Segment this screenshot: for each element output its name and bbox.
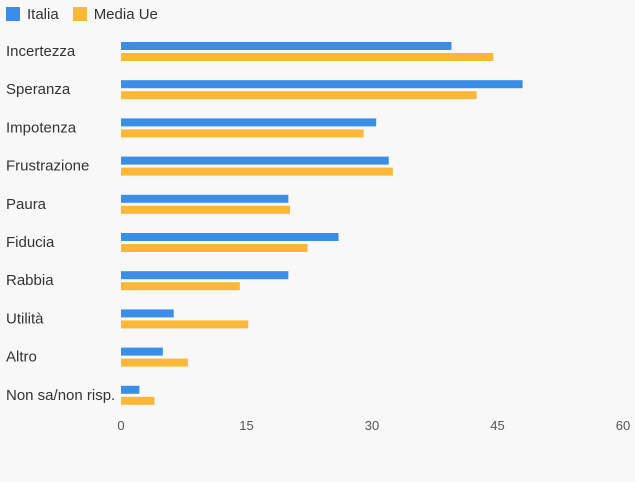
x-tick-label: 30 bbox=[365, 418, 379, 433]
bar-italia-fiducia[interactable] bbox=[121, 233, 339, 241]
bar-media-ue-incertezza[interactable] bbox=[121, 53, 494, 61]
bar-media-ue-paura[interactable] bbox=[121, 205, 291, 214]
bar-italia-impotenza[interactable] bbox=[121, 118, 377, 127]
bar-media-ue-altro[interactable] bbox=[121, 358, 188, 367]
x-tick-label: 15 bbox=[239, 418, 253, 433]
category-label-altro: Altro bbox=[6, 349, 37, 366]
category-label-impotenza: Impotenza bbox=[6, 119, 77, 136]
bar-italia-non-sa-non-risp[interactable] bbox=[121, 385, 140, 394]
category-label-incertezza: Incertezza bbox=[6, 43, 76, 60]
category-label-rabbia: Rabbia bbox=[6, 272, 54, 289]
bar-italia-paura[interactable] bbox=[121, 194, 289, 203]
bar-media-ue-frustrazione[interactable] bbox=[121, 167, 393, 176]
bar-media-ue-rabbia[interactable] bbox=[121, 282, 240, 291]
bar-media-ue-impotenza[interactable] bbox=[121, 129, 364, 138]
bar-italia-frustrazione[interactable] bbox=[121, 156, 389, 165]
x-tick-label: 60 bbox=[616, 418, 630, 433]
bar-media-ue-speranza[interactable] bbox=[121, 91, 477, 100]
category-label-utilita: Utilità bbox=[6, 310, 44, 327]
legend: Italia Media Ue bbox=[6, 4, 158, 24]
legend-swatch-italia bbox=[6, 7, 20, 21]
legend-item-italia[interactable]: Italia bbox=[6, 6, 59, 23]
category-label-non-sa-non-risp: Non sa/non risp. bbox=[6, 387, 115, 404]
bar-media-ue-utilita[interactable] bbox=[121, 320, 249, 329]
bar-media-ue-non-sa-non-risp[interactable] bbox=[121, 396, 155, 405]
bar-italia-rabbia[interactable] bbox=[121, 271, 289, 280]
legend-item-media-ue[interactable]: Media Ue bbox=[72, 5, 158, 23]
category-label-fiducia: Fiducia bbox=[6, 234, 55, 251]
bar-media-ue-fiducia[interactable] bbox=[121, 244, 308, 252]
category-label-speranza: Speranza bbox=[6, 81, 71, 98]
x-tick-label: 45 bbox=[490, 418, 504, 433]
bar-italia-utilita[interactable] bbox=[121, 309, 174, 318]
category-label-frustrazione: Frustrazione bbox=[6, 158, 89, 175]
legend-swatch-media-ue bbox=[72, 7, 87, 21]
bar-italia-speranza[interactable] bbox=[121, 80, 523, 89]
legend-label-italia: Italia bbox=[27, 5, 59, 23]
bar-italia-incertezza[interactable] bbox=[121, 42, 452, 50]
bar-italia-altro[interactable] bbox=[121, 347, 163, 356]
x-tick-label: 0 bbox=[117, 418, 124, 433]
legend-label-media-ue: Media Ue bbox=[93, 5, 158, 23]
category-label-paura: Paura bbox=[6, 196, 47, 213]
